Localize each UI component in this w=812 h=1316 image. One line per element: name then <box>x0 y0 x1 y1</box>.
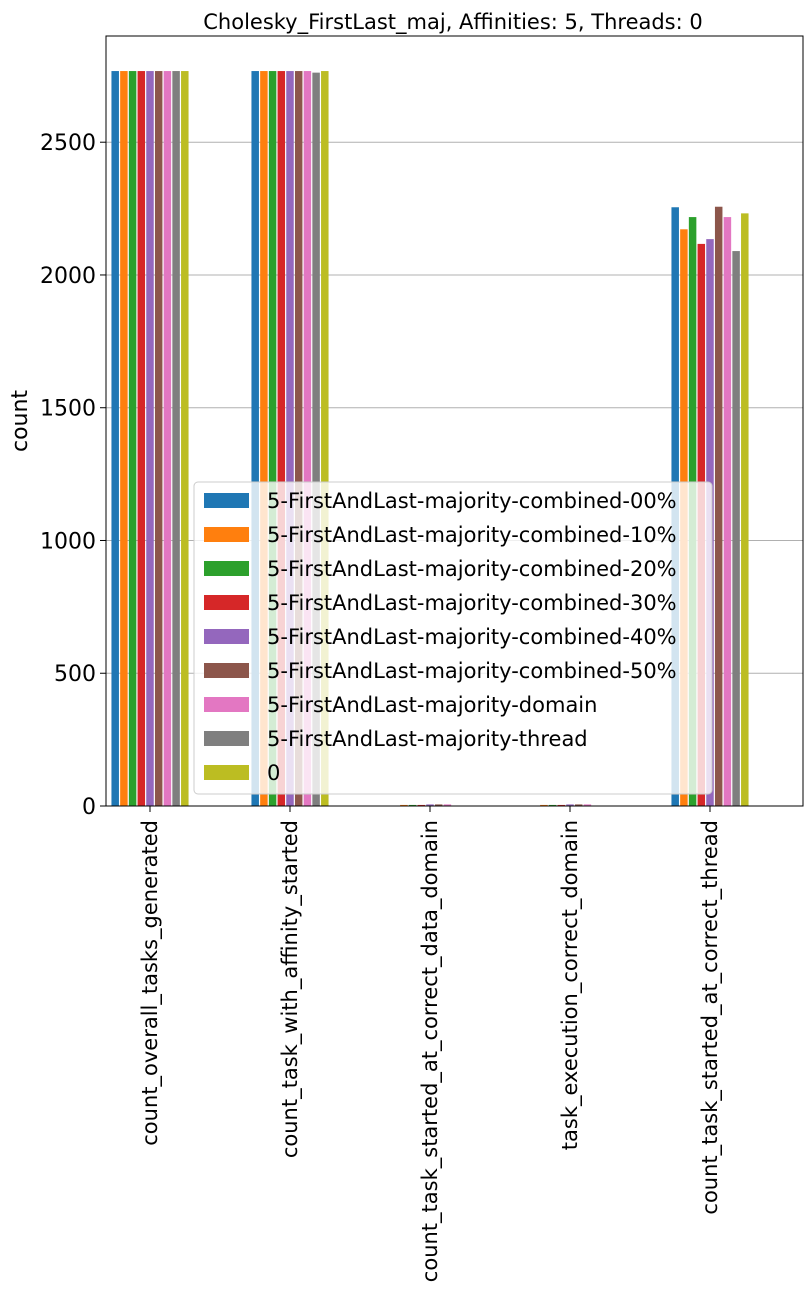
bar <box>548 804 557 806</box>
legend-box <box>193 481 713 795</box>
bar <box>268 71 277 806</box>
bar <box>294 71 303 806</box>
bar <box>111 71 119 806</box>
legend-label: 5-FirstAndLast-majority-combined-10% <box>267 523 677 547</box>
x-axis-ticks: count_overall_tasks_generated count_task_… <box>138 806 723 1282</box>
bar <box>146 71 154 806</box>
bar <box>277 71 286 806</box>
bar <box>137 71 146 806</box>
x-tick-label: count_overall_tasks_generated <box>138 820 163 1146</box>
legend-swatch <box>204 595 249 610</box>
bar <box>128 71 137 806</box>
x-tick-label: count_task_started_at_correct_thread <box>698 820 723 1215</box>
bar <box>714 206 723 806</box>
bar <box>181 71 189 806</box>
y-tick-label: 0 <box>82 795 96 820</box>
bar <box>154 71 163 806</box>
legend-swatch <box>204 765 249 780</box>
legend-swatch <box>204 697 249 712</box>
y-tick-label: 1500 <box>40 397 96 422</box>
x-tick-label: task_execution_correct_domain <box>558 820 583 1150</box>
bar <box>172 71 180 806</box>
legend-label: 5-FirstAndLast-majority-combined-00% <box>267 489 677 513</box>
bar <box>251 71 259 806</box>
bar <box>574 804 583 806</box>
bar <box>286 71 294 806</box>
bar <box>312 72 320 807</box>
bar <box>540 804 548 806</box>
bar <box>732 251 740 806</box>
bar <box>163 71 172 806</box>
x-tick-label: count_task_started_at_correct_data_domai… <box>418 820 443 1282</box>
x-tick-label: count_task_with_affinity_started <box>278 820 303 1158</box>
legend-label: 5-FirstAndLast-majority-combined-30% <box>267 591 677 615</box>
legend-swatch <box>204 663 249 678</box>
bar <box>434 804 443 806</box>
bar <box>408 804 417 806</box>
bar <box>303 71 312 806</box>
legend-swatch <box>204 527 249 542</box>
legend-label: 5-FirstAndLast-majority-combined-50% <box>267 659 677 683</box>
bar <box>260 71 268 806</box>
bar <box>557 804 566 806</box>
legend-swatch <box>204 731 249 746</box>
legend-label: 5-FirstAndLast-majority-combined-40% <box>267 625 677 649</box>
y-axis-label: count <box>8 390 33 452</box>
y-tick-label: 2000 <box>40 264 96 289</box>
bar <box>443 804 452 806</box>
bar <box>566 804 574 806</box>
y-tick-label: 1000 <box>40 529 96 554</box>
bar <box>120 71 128 806</box>
legend-label: 5-FirstAndLast-majority-combined-20% <box>267 557 677 581</box>
bar <box>426 804 434 806</box>
bar <box>723 217 732 806</box>
y-tick-label: 2500 <box>40 131 96 156</box>
bar <box>417 804 426 806</box>
bar <box>321 71 329 806</box>
bar <box>741 213 749 806</box>
legend: 5-FirstAndLast-majority-combined-00% 5-Fi… <box>193 481 713 795</box>
y-tick-label: 500 <box>54 662 96 687</box>
legend-label: 5-FirstAndLast-majority-domain <box>267 693 597 717</box>
plot-frame <box>105 35 804 807</box>
bar <box>400 804 408 806</box>
y-axis-ticks: 0 500 1000 1500 2000 2500 <box>40 131 106 820</box>
legend-label: 5-FirstAndLast-majority-thread <box>267 727 588 751</box>
legend-label: 0 <box>267 761 280 785</box>
legend-swatch <box>204 629 249 644</box>
chart-title: Cholesky_FirstLast_maj, Affinities: 5, T… <box>203 10 703 35</box>
bar <box>583 804 592 806</box>
legend-swatch <box>204 493 249 508</box>
legend-swatch <box>204 561 249 576</box>
